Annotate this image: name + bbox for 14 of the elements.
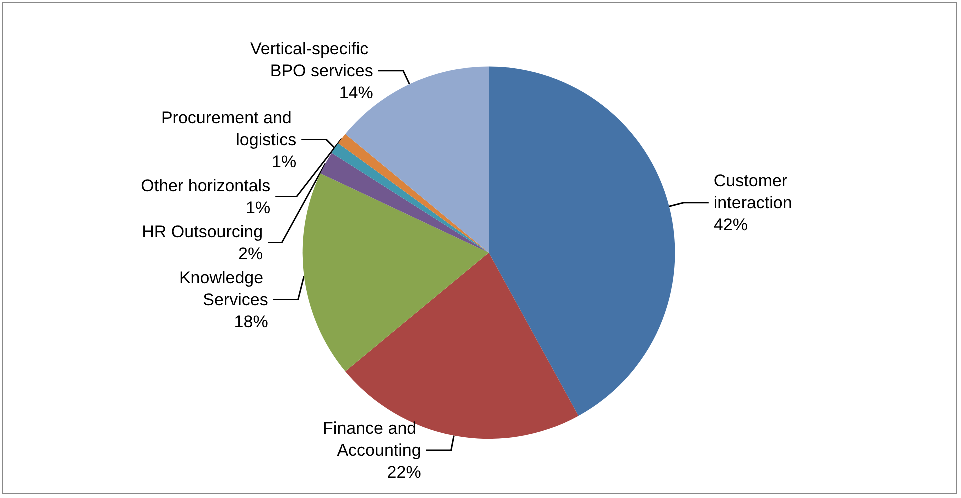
slice-label: Vertical-specific BPO services — [250, 39, 374, 80]
slice-label: HR Outsourcing — [142, 222, 264, 242]
data-label: 18% — [234, 312, 268, 332]
data-label: 1% — [272, 152, 297, 172]
data-label: 14% — [339, 83, 374, 102]
data-label: 1% — [246, 198, 271, 218]
slice-label: Knowledge Services — [179, 268, 268, 310]
slice-label: Procurement and logistics — [161, 108, 297, 150]
slice-label: Finance and Accounting — [323, 419, 422, 460]
slice-label: Other horizontals — [141, 176, 271, 196]
data-label: 2% — [238, 244, 264, 264]
data-label: 22% — [387, 463, 422, 482]
data-label: 42% — [714, 215, 748, 234]
slice-label: Customer interaction — [714, 171, 792, 212]
